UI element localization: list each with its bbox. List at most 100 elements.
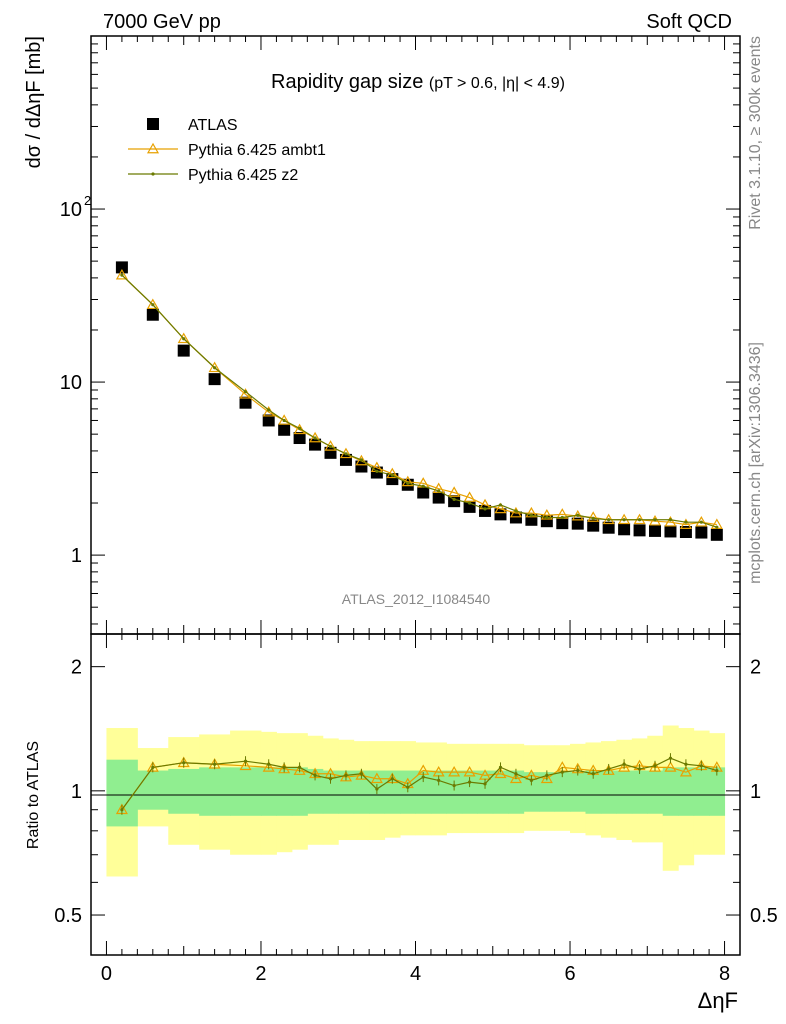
mc-triangle-marker (293, 423, 306, 435)
ratio-frame (90, 633, 741, 956)
ratio-ytick-label: 2 (71, 657, 82, 679)
atlas-data-point (494, 508, 507, 521)
mc-dot-marker (607, 518, 611, 522)
mc-triangle-marker (278, 762, 291, 774)
ratio-dot-marker (267, 762, 271, 766)
ratio-axes: 0.5 1 2 0.5 1 2 0 2 4 6 8 (54, 634, 778, 985)
mc-triangle-marker (146, 142, 160, 154)
mc-triangle-marker (540, 772, 553, 784)
ratio-dot-marker (637, 767, 642, 771)
mc-triangle-marker (355, 769, 368, 780)
mc-triangle-marker (324, 440, 337, 451)
mc-dot-marker (375, 469, 379, 473)
mc-triangle-marker (633, 513, 646, 525)
mc-dot-marker (715, 525, 719, 529)
header-left: 7000 GeV pp (103, 11, 221, 33)
atlas-data-point (177, 344, 190, 357)
uncertainty-band-inner (291, 767, 308, 816)
mc-triangle-marker (355, 454, 368, 466)
mc-triangle-marker (695, 515, 708, 527)
atlas-data-point (208, 373, 221, 386)
atlas-data-point (339, 453, 352, 466)
uncertainty-band-inner (523, 772, 540, 812)
mc-dot-marker (120, 273, 124, 277)
uncertainty-band-inner (600, 770, 617, 814)
ratio-dot-marker (653, 764, 657, 768)
ratio-dot-marker (298, 765, 302, 769)
ratio-dot-marker (282, 765, 286, 769)
uncertainty-band-inner (415, 770, 432, 814)
mc-triangle-marker (401, 475, 414, 487)
main-ylabel: dσ / dΔηF [mb] (23, 36, 45, 168)
mc-dot-marker (699, 520, 703, 524)
main-data-layer (115, 261, 723, 541)
mc-dot-marker (498, 503, 503, 507)
uncertainty-band-inner (199, 767, 231, 816)
ratio-dot-marker (437, 778, 441, 783)
ratio-dot-marker (243, 759, 248, 763)
mc-dot-marker (421, 484, 425, 488)
ratio-dot-marker (668, 756, 673, 760)
mc-dot-marker (213, 366, 217, 370)
legend-label: Pythia 6.425 ambt1 (188, 142, 326, 159)
atlas-data-point (115, 261, 128, 274)
uncertainty-band-inner (137, 770, 169, 810)
mc-triangle-marker (679, 518, 692, 529)
ratio-dot-marker (483, 782, 487, 786)
ratio-dot-marker (120, 808, 124, 812)
mc-triangle-marker (664, 515, 677, 527)
atlas-data-point (432, 491, 445, 504)
mc-triangle-marker (146, 298, 159, 310)
mc-triangle-marker (509, 772, 522, 784)
ratio-data-layer (115, 753, 723, 815)
uncertainty-band-inner (307, 768, 324, 814)
rivet-label: Rivet 3.1.10, ≥ 300k events (747, 36, 764, 230)
mc-triangle-marker (293, 764, 306, 775)
uncertainty-band-inner (276, 767, 293, 816)
atlas-data-point (355, 460, 368, 473)
mc-triangle-marker (463, 765, 476, 777)
uncertainty-band-inner (461, 770, 478, 814)
ratio-dot-marker (498, 765, 503, 769)
atlas-data-point (540, 515, 553, 528)
uncertainty-band-inner (662, 767, 679, 816)
ratio-dot-marker (514, 772, 518, 776)
mc-triangle-marker (494, 767, 507, 779)
uncertainty-band-inner (353, 770, 370, 814)
atlas-data-point (239, 396, 252, 409)
main-ytick-label-exp: 2 (84, 193, 91, 208)
mc-dot-marker (622, 518, 626, 522)
ratio-ytick-label-right: 1 (750, 781, 761, 803)
ratio-dot-marker (699, 764, 703, 768)
uncertainty-band-inner (570, 772, 586, 812)
xtick-label: 2 (255, 963, 266, 985)
mc-dot-marker (344, 452, 348, 456)
ratio-dot-marker (421, 775, 425, 779)
ratio-ytick-label: 1 (71, 781, 82, 803)
mc-dot-marker (406, 481, 410, 485)
atlas-data-point (587, 519, 600, 532)
mc-triangle-marker (115, 268, 128, 280)
chart-title: Rapidity gap size (pT > 0.6, |η| < 4.9) (271, 71, 565, 93)
mc-triangle-marker (448, 765, 461, 777)
mcplots-label: mcplots.cern.ch [arXiv:1306.3436] (747, 342, 764, 584)
ratio-dot-marker (467, 780, 472, 784)
main-ytick-label: 1 (71, 545, 82, 567)
ratio-dot-marker (359, 772, 364, 776)
ratio-dot-marker (715, 768, 719, 773)
ratio-dot-marker (328, 777, 333, 781)
mc-dot-marker (359, 458, 364, 462)
uncertainty-band-inner (647, 770, 664, 814)
mc-dot-marker (668, 518, 673, 522)
main-ylabel-text: dσ / dΔηF [mb] (23, 36, 45, 168)
title-main: Rapidity gap size (271, 71, 423, 93)
legend-label: Pythia 6.425 z2 (188, 167, 298, 184)
uncertainty-band-inner (168, 768, 200, 814)
ratio-dot-marker (622, 762, 626, 766)
ratio-dot-marker (182, 761, 186, 765)
ratio-dot-marker (684, 762, 688, 766)
mc-triangle-marker (679, 765, 692, 777)
uncertainty-band-inner (678, 767, 695, 816)
ratio-dot-marker (591, 772, 595, 776)
